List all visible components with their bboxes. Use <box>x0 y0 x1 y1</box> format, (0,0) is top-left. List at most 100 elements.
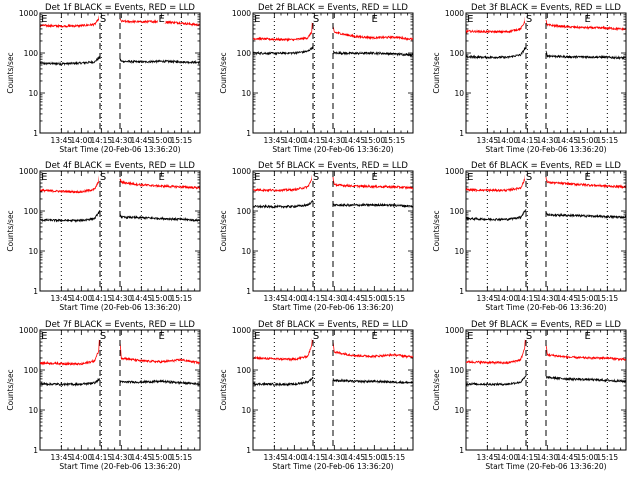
x-tick-label: 14:45 <box>344 136 366 145</box>
y-tick-label: 1 <box>246 287 251 296</box>
y-tick-label: 100 <box>237 207 252 216</box>
series-line-lld <box>40 171 200 194</box>
series-line-lld <box>466 171 626 193</box>
marker-bg <box>466 331 475 340</box>
y-tick-label: 10 <box>241 406 251 415</box>
y-tick-label: 100 <box>24 49 39 58</box>
x-tick-label: 14:30 <box>111 136 133 145</box>
x-tick-label: 14:45 <box>131 136 153 145</box>
series-line-events <box>466 209 626 222</box>
marker-bg <box>157 331 166 340</box>
y-tick-label: 10 <box>454 247 464 256</box>
marker-bg <box>370 14 379 23</box>
x-tick-label: 14:30 <box>537 136 559 145</box>
x-tick-label: 13:45 <box>51 294 73 303</box>
marker-bg <box>40 331 49 340</box>
marker-bg <box>253 331 262 340</box>
series-line-lld <box>253 330 413 362</box>
y-tick-label: 100 <box>237 366 252 375</box>
x-tick-label: 15:15 <box>597 136 619 145</box>
x-tick-label: 14:00 <box>497 136 519 145</box>
x-tick-label: 13:45 <box>51 453 73 462</box>
x-tick-label: 15:15 <box>384 453 406 462</box>
marker-label: E <box>254 14 260 25</box>
x-tick-label: 15:00 <box>364 453 386 462</box>
x-tick-label: 15:15 <box>171 136 193 145</box>
x-tick-label: 14:30 <box>324 453 346 462</box>
marker-bg <box>583 331 592 340</box>
x-tick-label: 14:45 <box>557 294 579 303</box>
marker-bg <box>525 331 533 340</box>
x-tick-label: 14:15 <box>517 453 539 462</box>
marker-label: S <box>313 331 319 342</box>
marker-bg <box>253 172 262 181</box>
series-line-events <box>466 46 626 61</box>
x-tick-label: 13:45 <box>477 453 499 462</box>
marker-bg <box>370 172 379 181</box>
marker-label: E <box>467 331 473 342</box>
x-tick-label: 14:30 <box>537 453 559 462</box>
x-tick-label: 14:45 <box>557 453 579 462</box>
marker-bg <box>466 14 475 23</box>
marker-label: E <box>41 172 47 183</box>
x-tick-label: 14:45 <box>131 294 153 303</box>
y-tick-label: 1000 <box>19 167 38 176</box>
marker-label: S <box>526 172 532 183</box>
chart-title: Det 4f BLACK = Events, RED = LLD <box>45 161 195 171</box>
x-tick-label: 15:00 <box>577 453 599 462</box>
y-tick-label: 100 <box>237 49 252 58</box>
x-tick-label: 13:45 <box>264 136 286 145</box>
x-tick-label: 14:30 <box>324 294 346 303</box>
x-axis-label: Start Time (20-Feb-06 13:36:20) <box>485 303 606 312</box>
marker-label: S <box>100 331 106 342</box>
marker-bg <box>312 14 320 23</box>
marker-label: S <box>313 14 319 25</box>
marker-bg <box>99 331 107 340</box>
x-tick-label: 14:15 <box>304 136 326 145</box>
y-axis-label: Counts/sec <box>432 369 441 410</box>
marker-label: E <box>585 172 591 183</box>
series-line-lld <box>253 171 413 193</box>
marker-bg <box>99 172 107 181</box>
x-axis-label: Start Time (20-Feb-06 13:36:20) <box>59 462 180 471</box>
marker-bg <box>583 172 592 181</box>
y-tick-label: 1 <box>459 129 464 138</box>
x-tick-label: 14:00 <box>71 136 93 145</box>
x-tick-label: 14:45 <box>557 136 579 145</box>
x-tick-label: 14:00 <box>284 453 306 462</box>
chart-title: Det 7f BLACK = Events, RED = LLD <box>45 320 195 330</box>
marker-bg <box>583 14 592 23</box>
x-tick-label: 14:00 <box>497 294 519 303</box>
marker-label: E <box>372 331 378 342</box>
x-tick-label: 15:15 <box>171 453 193 462</box>
x-tick-label: 15:15 <box>384 136 406 145</box>
marker-bg <box>253 14 262 23</box>
y-tick-label: 10 <box>454 89 464 98</box>
chart-title: Det 1f BLACK = Events, RED = LLD <box>45 3 195 13</box>
marker-bg <box>157 172 166 181</box>
marker-bg <box>99 14 107 23</box>
x-tick-label: 14:15 <box>91 453 113 462</box>
marker-label: E <box>159 331 165 342</box>
marker-label: S <box>100 172 106 183</box>
marker-label: S <box>100 14 106 25</box>
chart-title: Det 3f BLACK = Events, RED = LLD <box>471 3 621 13</box>
x-tick-label: 14:45 <box>344 294 366 303</box>
y-axis-label: Counts/sec <box>6 210 15 251</box>
y-tick-label: 100 <box>450 49 465 58</box>
y-tick-label: 1000 <box>232 9 251 18</box>
x-tick-label: 15:15 <box>597 453 619 462</box>
x-tick-label: 13:45 <box>477 136 499 145</box>
x-tick-label: 14:30 <box>324 136 346 145</box>
y-tick-label: 1000 <box>19 326 38 335</box>
series-line-events <box>466 375 626 387</box>
y-tick-label: 1 <box>33 287 38 296</box>
chart-title: Det 6f BLACK = Events, RED = LLD <box>471 161 621 171</box>
y-tick-label: 1 <box>246 446 251 455</box>
y-tick-label: 1000 <box>445 326 464 335</box>
chart-title: Det 9f BLACK = Events, RED = LLD <box>471 320 621 330</box>
